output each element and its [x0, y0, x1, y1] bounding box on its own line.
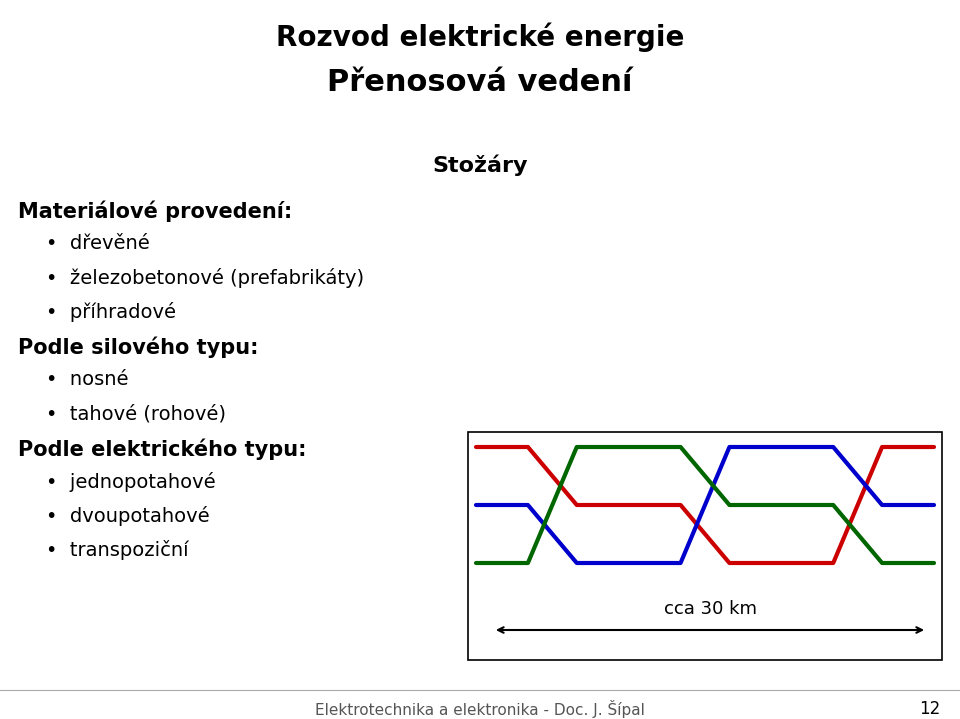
- Text: Podle silového typu:: Podle silového typu:: [18, 336, 258, 357]
- Text: Elektrotechnika a elektronika - Doc. J. Šípal: Elektrotechnika a elektronika - Doc. J. …: [315, 700, 645, 718]
- Text: •  dvoupotahové: • dvoupotahové: [46, 506, 209, 526]
- Text: Přenosová vedení: Přenosová vedení: [327, 68, 633, 97]
- Text: Rozvod elektrické energie: Rozvod elektrické energie: [276, 22, 684, 52]
- Text: •  jednopotahové: • jednopotahové: [46, 472, 216, 492]
- Text: •  železobetonové (prefabrikáty): • železobetonové (prefabrikáty): [46, 268, 364, 288]
- Text: •  nosné: • nosné: [46, 370, 129, 389]
- Text: Stožáry: Stožáry: [432, 155, 528, 176]
- Bar: [468, 432, 942, 660]
- Text: •  dřevěné: • dřevěné: [46, 234, 150, 253]
- Text: •  transpoziční: • transpoziční: [46, 540, 188, 560]
- Text: •  tahové (rohové): • tahové (rohové): [46, 404, 226, 423]
- Text: 12: 12: [919, 700, 940, 718]
- Text: •  příhradové: • příhradové: [46, 302, 176, 322]
- Text: Podle elektrického typu:: Podle elektrického typu:: [18, 438, 306, 459]
- Text: cca 30 km: cca 30 km: [663, 600, 756, 618]
- Text: Materiálové provedení:: Materiálové provedení:: [18, 200, 292, 221]
